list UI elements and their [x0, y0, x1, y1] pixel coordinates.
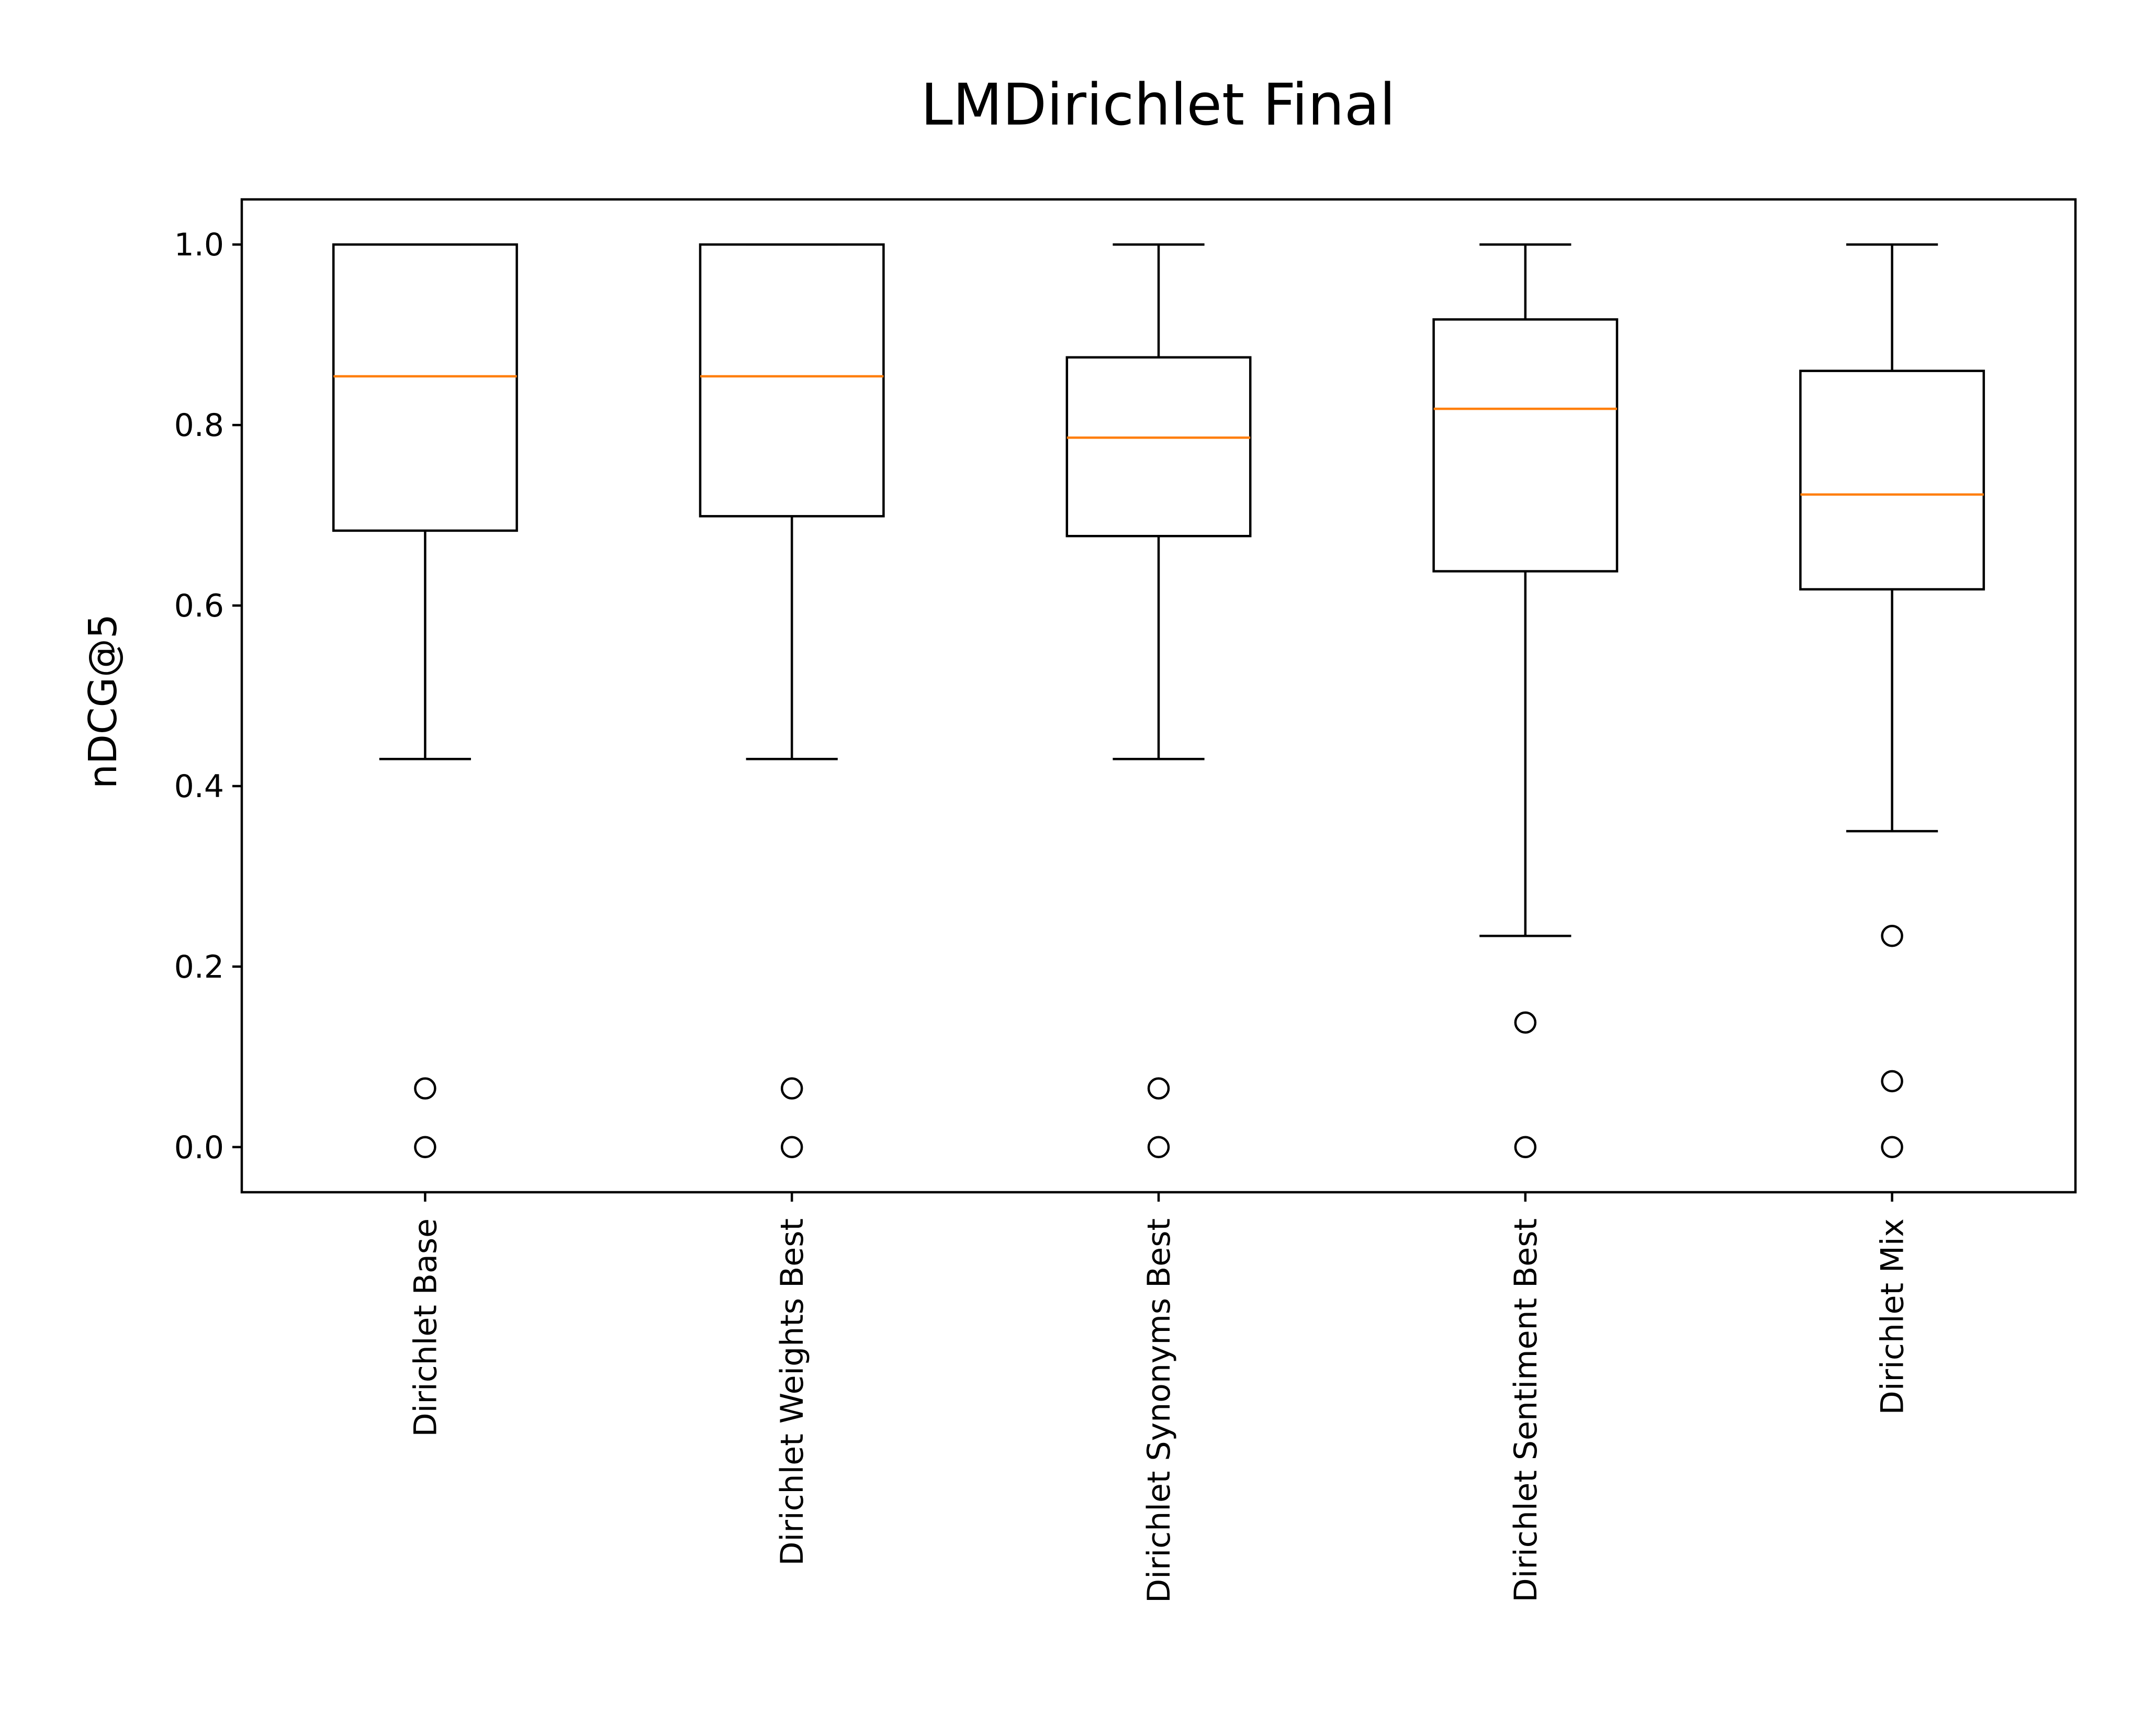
outlier-point: [1514, 1136, 1537, 1159]
outlier-point: [780, 1136, 803, 1159]
outlier-point: [1881, 924, 1903, 947]
outlier-point: [414, 1077, 436, 1100]
iqr-box: [1065, 356, 1252, 537]
outlier-point: [1147, 1077, 1170, 1100]
outlier-point: [1514, 1011, 1537, 1034]
x-tick-label: Dirichlet Base: [407, 1218, 444, 1437]
y-axis-label: nDCG@5: [81, 614, 126, 789]
outlier-point: [414, 1136, 436, 1159]
y-tick-label: 0.8: [174, 407, 224, 444]
iqr-box: [1432, 318, 1619, 573]
y-tick-label: 0.6: [174, 588, 224, 624]
outlier-point: [1881, 1136, 1903, 1159]
x-tick-label: Dirichlet Sentiment Best: [1508, 1218, 1544, 1602]
x-tick-label: Dirichlet Weights Best: [774, 1218, 811, 1566]
plot-area: 0.0 0.2 0.4 0.6 0.8 1.0 Dirichlet Base Dirichle…: [174, 227, 1985, 1603]
iqr-box: [332, 243, 518, 532]
axes-frame: [240, 198, 2077, 1194]
y-tick-label: 0.2: [174, 949, 224, 985]
chart-title: LMDirichlet Final: [921, 71, 1395, 138]
outlier-point: [1881, 1070, 1903, 1093]
x-tick-label: Dirichlet Mix: [1874, 1218, 1911, 1415]
y-tick-label: 1.0: [174, 227, 224, 263]
outlier-point: [1147, 1136, 1170, 1159]
y-tick-label: 0.0: [174, 1129, 224, 1166]
iqr-box: [1799, 369, 1985, 591]
y-tick-label: 0.4: [174, 768, 224, 805]
x-tick-label: Dirichlet Synonyms Best: [1141, 1218, 1177, 1603]
iqr-box: [699, 243, 885, 518]
outlier-point: [780, 1077, 803, 1100]
